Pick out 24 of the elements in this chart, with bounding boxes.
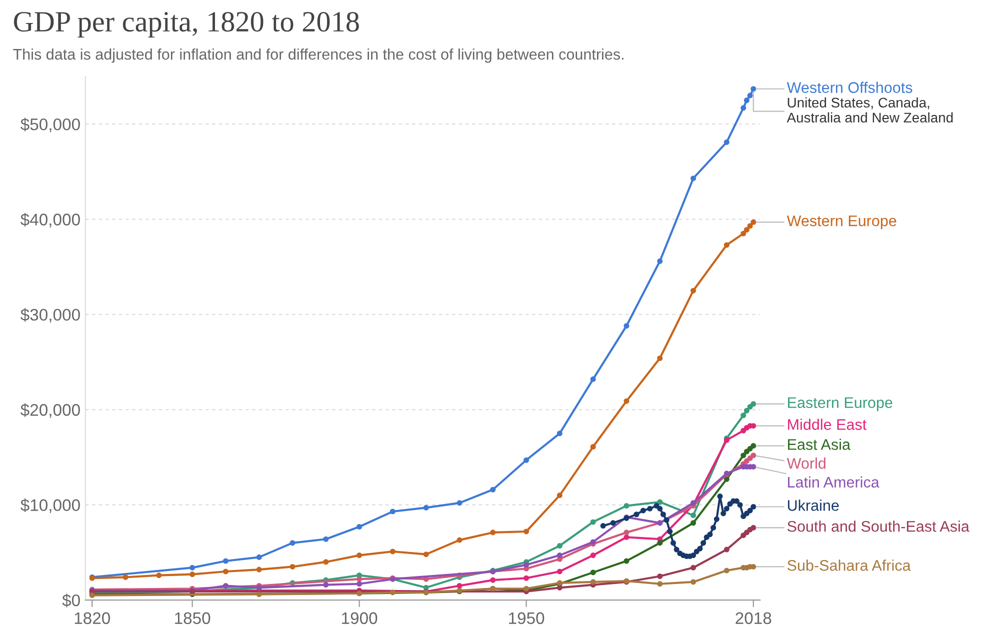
text: Western Offshoots bbox=[786, 82, 912, 93]
text: South and South-East Asia bbox=[787, 520, 970, 532]
text: Western Europe bbox=[786, 216, 896, 230]
text: Eastern Europe bbox=[788, 397, 892, 412]
y-tick-label: $40,000 bbox=[20, 212, 80, 228]
y-tick-label: $10,000 bbox=[20, 498, 80, 514]
chart-title: GDP per capita, 1820 to 2018 bbox=[14, 12, 359, 38]
y-tick-label: $50,000 bbox=[20, 118, 80, 132]
text: Middle East bbox=[788, 418, 866, 430]
x-tick-label: 1850 bbox=[175, 612, 210, 624]
x-tick-label: 1820 bbox=[74, 612, 110, 624]
x-tick-label: 2018 bbox=[736, 612, 772, 624]
text: Sub-Sahara Africa bbox=[787, 560, 911, 571]
x-tick-label: 1900 bbox=[342, 612, 378, 624]
text: Ukraine bbox=[788, 500, 839, 511]
text: World bbox=[786, 458, 826, 469]
chart-subtitle: This data is adjusted for inflation and for differences in the cost of living between countries. bbox=[13, 48, 624, 63]
y-tick-label: $30,000 bbox=[20, 308, 80, 323]
annotation: United States, Canada, Australia and New Zealand bbox=[786, 97, 953, 123]
text: East Asia bbox=[788, 438, 850, 450]
x-tick-label: 1950 bbox=[509, 612, 544, 624]
text: Latin America bbox=[788, 476, 880, 488]
y-tick-label: $20,000 bbox=[20, 403, 80, 418]
y-tick-label: $0 bbox=[62, 594, 80, 608]
